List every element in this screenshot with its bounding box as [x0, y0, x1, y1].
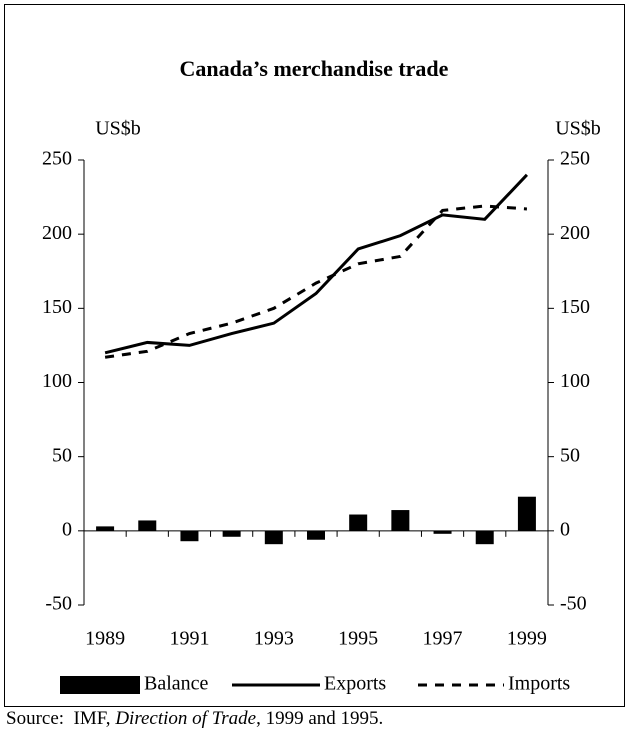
source-note: Source: IMF, Direction of Trade, 1999 an… [6, 708, 383, 730]
bar [391, 510, 410, 531]
legend-label: Balance [144, 673, 209, 695]
y-tick-label: -50 [45, 593, 72, 615]
bar [349, 514, 368, 531]
frame [4, 4, 625, 707]
x-tick-label: 1995 [338, 628, 378, 650]
y-tick-label: 150 [42, 296, 72, 318]
y-tick-label: 50 [52, 444, 72, 466]
x-tick-label: 1999 [507, 628, 547, 650]
source-title: Direction of Trade [115, 708, 257, 729]
y2-tick-label: 200 [560, 222, 590, 244]
x-tick-label: 1991 [169, 628, 209, 650]
bar [222, 530, 241, 537]
y-axis-label: US$b [95, 118, 141, 140]
y2-tick-label: 150 [560, 296, 590, 318]
y2-tick-label: 250 [560, 148, 590, 170]
y-tick-label: 250 [42, 148, 72, 170]
bar [433, 530, 452, 534]
chart: Canada’s merchandise trade US$b US$b -50… [4, 4, 625, 707]
y2-tick-label: 0 [560, 518, 570, 540]
x-tick-label: 1993 [254, 628, 294, 650]
y2-tick-label: -50 [560, 593, 587, 615]
bar [307, 530, 325, 540]
bar [475, 530, 494, 545]
chart-title: Canada’s merchandise trade [180, 56, 449, 81]
bar [96, 526, 115, 531]
source-prefix: Source: IMF, [6, 708, 116, 729]
bar [517, 496, 536, 531]
y2-axis-label: US$b [555, 118, 601, 140]
y-tick-label: 100 [42, 370, 72, 392]
x-tick-label: 1997 [423, 628, 463, 650]
y2-tick-label: 100 [560, 370, 590, 392]
x-tick-label: 1989 [85, 628, 125, 650]
line [104, 204, 528, 359]
legend-label: Exports [324, 673, 386, 695]
y-tick-label: 0 [62, 518, 72, 540]
legend-label: Imports [508, 673, 570, 695]
legend-swatch [60, 676, 140, 694]
bar [264, 530, 283, 545]
bar [138, 520, 157, 531]
y-tick-label: 200 [42, 222, 72, 244]
source-suffix: , 1999 and 1995. [256, 708, 384, 729]
bar [180, 530, 199, 542]
y2-tick-label: 50 [560, 444, 580, 466]
line [104, 173, 528, 355]
